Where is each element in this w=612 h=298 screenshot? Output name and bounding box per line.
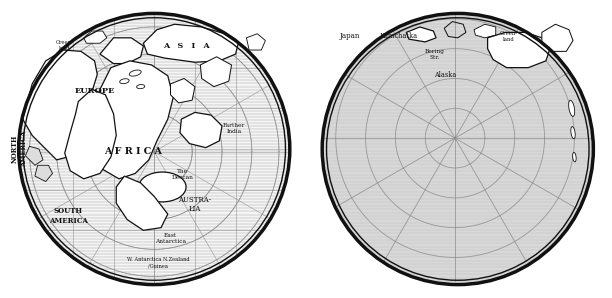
- Polygon shape: [26, 146, 43, 165]
- Ellipse shape: [136, 85, 144, 89]
- Ellipse shape: [573, 152, 576, 162]
- Text: Green-
land: Green- land: [56, 40, 73, 51]
- Polygon shape: [35, 165, 53, 181]
- Ellipse shape: [129, 70, 141, 76]
- Polygon shape: [406, 27, 436, 42]
- Ellipse shape: [120, 79, 129, 84]
- Text: East
Antarctica: East Antarctica: [155, 233, 185, 244]
- Polygon shape: [180, 112, 222, 148]
- Text: Bering
Str.: Bering Str.: [425, 49, 444, 60]
- Text: NORTH
AMERICA: NORTH AMERICA: [11, 131, 28, 167]
- Polygon shape: [542, 24, 573, 51]
- Ellipse shape: [569, 100, 575, 116]
- Text: W. Antarctica N.Zealand
/Guinea: W. Antarctica N.Zealand /Guinea: [127, 257, 189, 268]
- Ellipse shape: [571, 127, 575, 139]
- Text: Green-
land: Green- land: [500, 31, 518, 42]
- Text: Kamchatka: Kamchatka: [380, 32, 418, 40]
- Polygon shape: [474, 24, 496, 38]
- Polygon shape: [95, 61, 173, 179]
- Circle shape: [322, 13, 594, 285]
- Polygon shape: [247, 34, 266, 50]
- Text: AUSTRA-
LIA: AUSTRA- LIA: [178, 195, 211, 213]
- Polygon shape: [65, 89, 116, 179]
- Text: A   S   I   A: A S I A: [163, 42, 210, 50]
- Text: A F R I C A: A F R I C A: [105, 148, 162, 156]
- Polygon shape: [23, 50, 97, 160]
- Polygon shape: [100, 38, 143, 63]
- Ellipse shape: [139, 172, 186, 202]
- Polygon shape: [116, 176, 168, 230]
- Polygon shape: [84, 31, 106, 43]
- Circle shape: [18, 13, 290, 285]
- Text: Japan: Japan: [340, 32, 360, 40]
- Text: Alaska: Alaska: [435, 71, 457, 79]
- Polygon shape: [171, 78, 195, 103]
- Polygon shape: [143, 24, 238, 62]
- Text: SOUTH
AMERICA: SOUTH AMERICA: [49, 207, 88, 225]
- Text: Farther
India: Farther India: [223, 123, 245, 134]
- Text: The
Deccan: The Deccan: [171, 169, 193, 180]
- Polygon shape: [488, 32, 550, 68]
- Polygon shape: [200, 57, 231, 87]
- Text: EUROPE: EUROPE: [75, 87, 115, 95]
